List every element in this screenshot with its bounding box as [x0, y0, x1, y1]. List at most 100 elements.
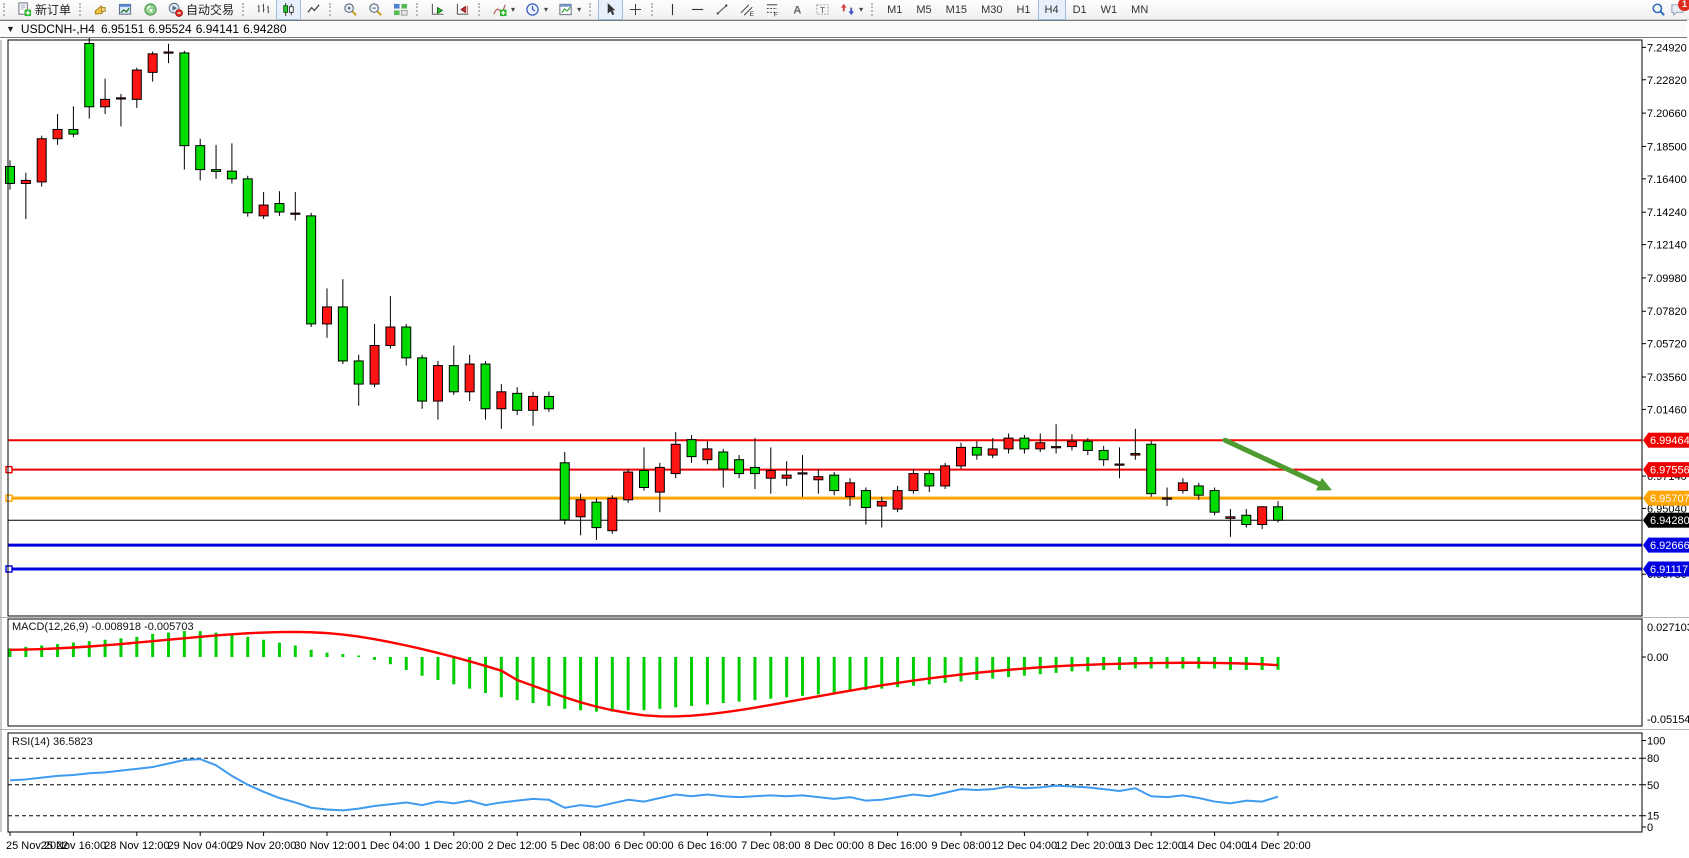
auto-trading-icon	[168, 2, 183, 17]
auto-scroll-icon	[430, 2, 445, 17]
candle	[734, 455, 745, 479]
candle	[36, 135, 47, 187]
timeframe-mn-button-label: MN	[1131, 3, 1149, 16]
auto-trading-button[interactable]: 自动交易	[163, 0, 239, 20]
chart-plot-area[interactable]: 25 Nov 2022 25 Nov 16:00 28 Nov 12:00 29 No…	[0, 9, 1689, 858]
timeframe-d1-button[interactable]: D1	[1066, 0, 1094, 20]
trendline-button[interactable]	[710, 0, 735, 20]
search-icon[interactable]	[1651, 2, 1666, 17]
equidistant-channel-button[interactable]: E	[735, 0, 760, 20]
quote-close: 6.94280	[243, 22, 287, 36]
candle	[1035, 433, 1046, 452]
tile-windows-button[interactable]	[388, 0, 413, 20]
toolbar-group-grip[interactable]	[3, 3, 10, 16]
arrows-button[interactable]: ▾	[835, 0, 868, 20]
new-order-button[interactable]: 新订单	[12, 0, 76, 20]
text-button[interactable]: A	[785, 0, 810, 20]
candlestick-chart-button[interactable]	[276, 0, 302, 20]
equidistant-channel-icon: E	[740, 2, 755, 17]
candle	[401, 323, 412, 366]
indicators-button[interactable]: ▾	[487, 0, 520, 20]
price-tick-label: 7.14240	[1647, 207, 1687, 219]
toolbar: 新订单 自动交易 ▾ ▾ ▾ E F A T ▾ M1 M5 M15 M30 H1 H4 D1 W1 MN	[0, 0, 1689, 20]
price-tick-label: 7.18500	[1647, 141, 1687, 153]
hline-handle[interactable]	[5, 465, 13, 474]
macd-axis-label: 0.027103	[1647, 622, 1689, 634]
tile-windows-icon	[393, 2, 408, 17]
text-label-button[interactable]: T	[810, 0, 835, 20]
candle	[607, 495, 618, 534]
hline-handle[interactable]	[5, 565, 13, 573]
candle	[5, 160, 15, 190]
data-feed-button[interactable]	[138, 0, 163, 20]
candle	[1130, 428, 1141, 460]
price-badge-label: 6.92666	[1650, 540, 1689, 552]
timeframe-h4-button[interactable]: H4	[1037, 0, 1066, 20]
chevron-down-icon: ▾	[859, 5, 864, 14]
chart-titlebar[interactable]: ▼ USDCNH-,H4 6.95151 6.95524 6.94141 6.9…	[0, 20, 1687, 38]
cursor-button[interactable]	[598, 0, 624, 20]
timeframe-m15-button[interactable]: M15	[939, 0, 974, 20]
trend-arrow-annotation[interactable]	[1222, 437, 1332, 491]
toolbar-group-grip[interactable]	[478, 3, 485, 16]
candle	[417, 354, 428, 409]
timeframe-m1-button[interactable]: M1	[880, 0, 909, 20]
candle	[337, 279, 348, 365]
horizontal-line-button[interactable]	[685, 0, 710, 20]
time-axis-label: 5 Dec 08:00	[551, 840, 610, 852]
timeframe-h1-button[interactable]: H1	[1009, 0, 1037, 20]
chat-button[interactable]: 1	[1670, 0, 1689, 17]
candle	[639, 447, 649, 491]
candle	[924, 470, 935, 493]
timeframe-m30-button[interactable]: M30	[974, 0, 1009, 20]
zoom-out-button[interactable]	[363, 0, 388, 20]
bar-chart-icon	[256, 2, 271, 17]
crosshair-button[interactable]	[623, 0, 648, 20]
toolbar-group-grip[interactable]	[416, 3, 423, 16]
templates-button[interactable]: ▾	[553, 0, 586, 20]
rsi-axis-label: 0	[1647, 822, 1653, 834]
candle	[654, 462, 665, 513]
time-axis-label: 6 Dec 00:00	[614, 840, 673, 852]
megaphone-icon	[93, 2, 108, 17]
price-tick-label: 7.07820	[1647, 306, 1687, 318]
vertical-line-button[interactable]	[660, 0, 685, 20]
toolbar-group-grip[interactable]	[871, 3, 878, 16]
toolbar-group-grip[interactable]	[589, 3, 596, 16]
auto-scroll-button[interactable]	[425, 0, 450, 20]
horizontal-lines	[5, 439, 1642, 573]
candle	[306, 212, 317, 327]
alerts-button[interactable]	[88, 0, 113, 20]
periods-button[interactable]: ▾	[520, 0, 553, 20]
price-tick-label: 7.24920	[1647, 42, 1687, 54]
timeframe-m5-button[interactable]: M5	[909, 0, 938, 20]
svg-text:A: A	[793, 5, 801, 17]
price-tick-label: 7.05720	[1647, 339, 1687, 351]
hline-handle[interactable]	[5, 494, 13, 502]
candle	[1193, 482, 1204, 500]
indicators-icon	[492, 2, 507, 17]
zoom-in-button[interactable]	[338, 0, 363, 20]
toolbar-group-grip[interactable]	[79, 3, 86, 16]
chart-shift-button[interactable]	[450, 0, 475, 20]
line-chart-button[interactable]	[301, 0, 326, 20]
bar-chart-button[interactable]	[251, 0, 276, 20]
time-axis-label: 25 Nov 16:00	[41, 840, 106, 852]
new-chart-button[interactable]	[113, 0, 138, 20]
candle	[1146, 441, 1157, 497]
chevron-down-icon[interactable]: ▼	[6, 24, 15, 34]
timeframe-w1-button[interactable]: W1	[1094, 0, 1125, 20]
fibonacci-button[interactable]: F	[760, 0, 785, 20]
time-axis-label: 13 Dec 12:00	[1118, 840, 1183, 852]
timeframe-mn-button[interactable]: MN	[1124, 0, 1155, 20]
quote-open: 6.95151	[100, 22, 145, 36]
zoom-in-icon	[343, 2, 358, 17]
toolbar-group-grip[interactable]	[242, 3, 249, 16]
candle	[226, 143, 237, 184]
text-label-icon: T	[815, 2, 830, 17]
toolbar-group-grip[interactable]	[329, 3, 336, 16]
time-axis-label: 29 Nov 20:00	[231, 840, 296, 852]
toolbar-group-grip[interactable]	[651, 3, 658, 16]
